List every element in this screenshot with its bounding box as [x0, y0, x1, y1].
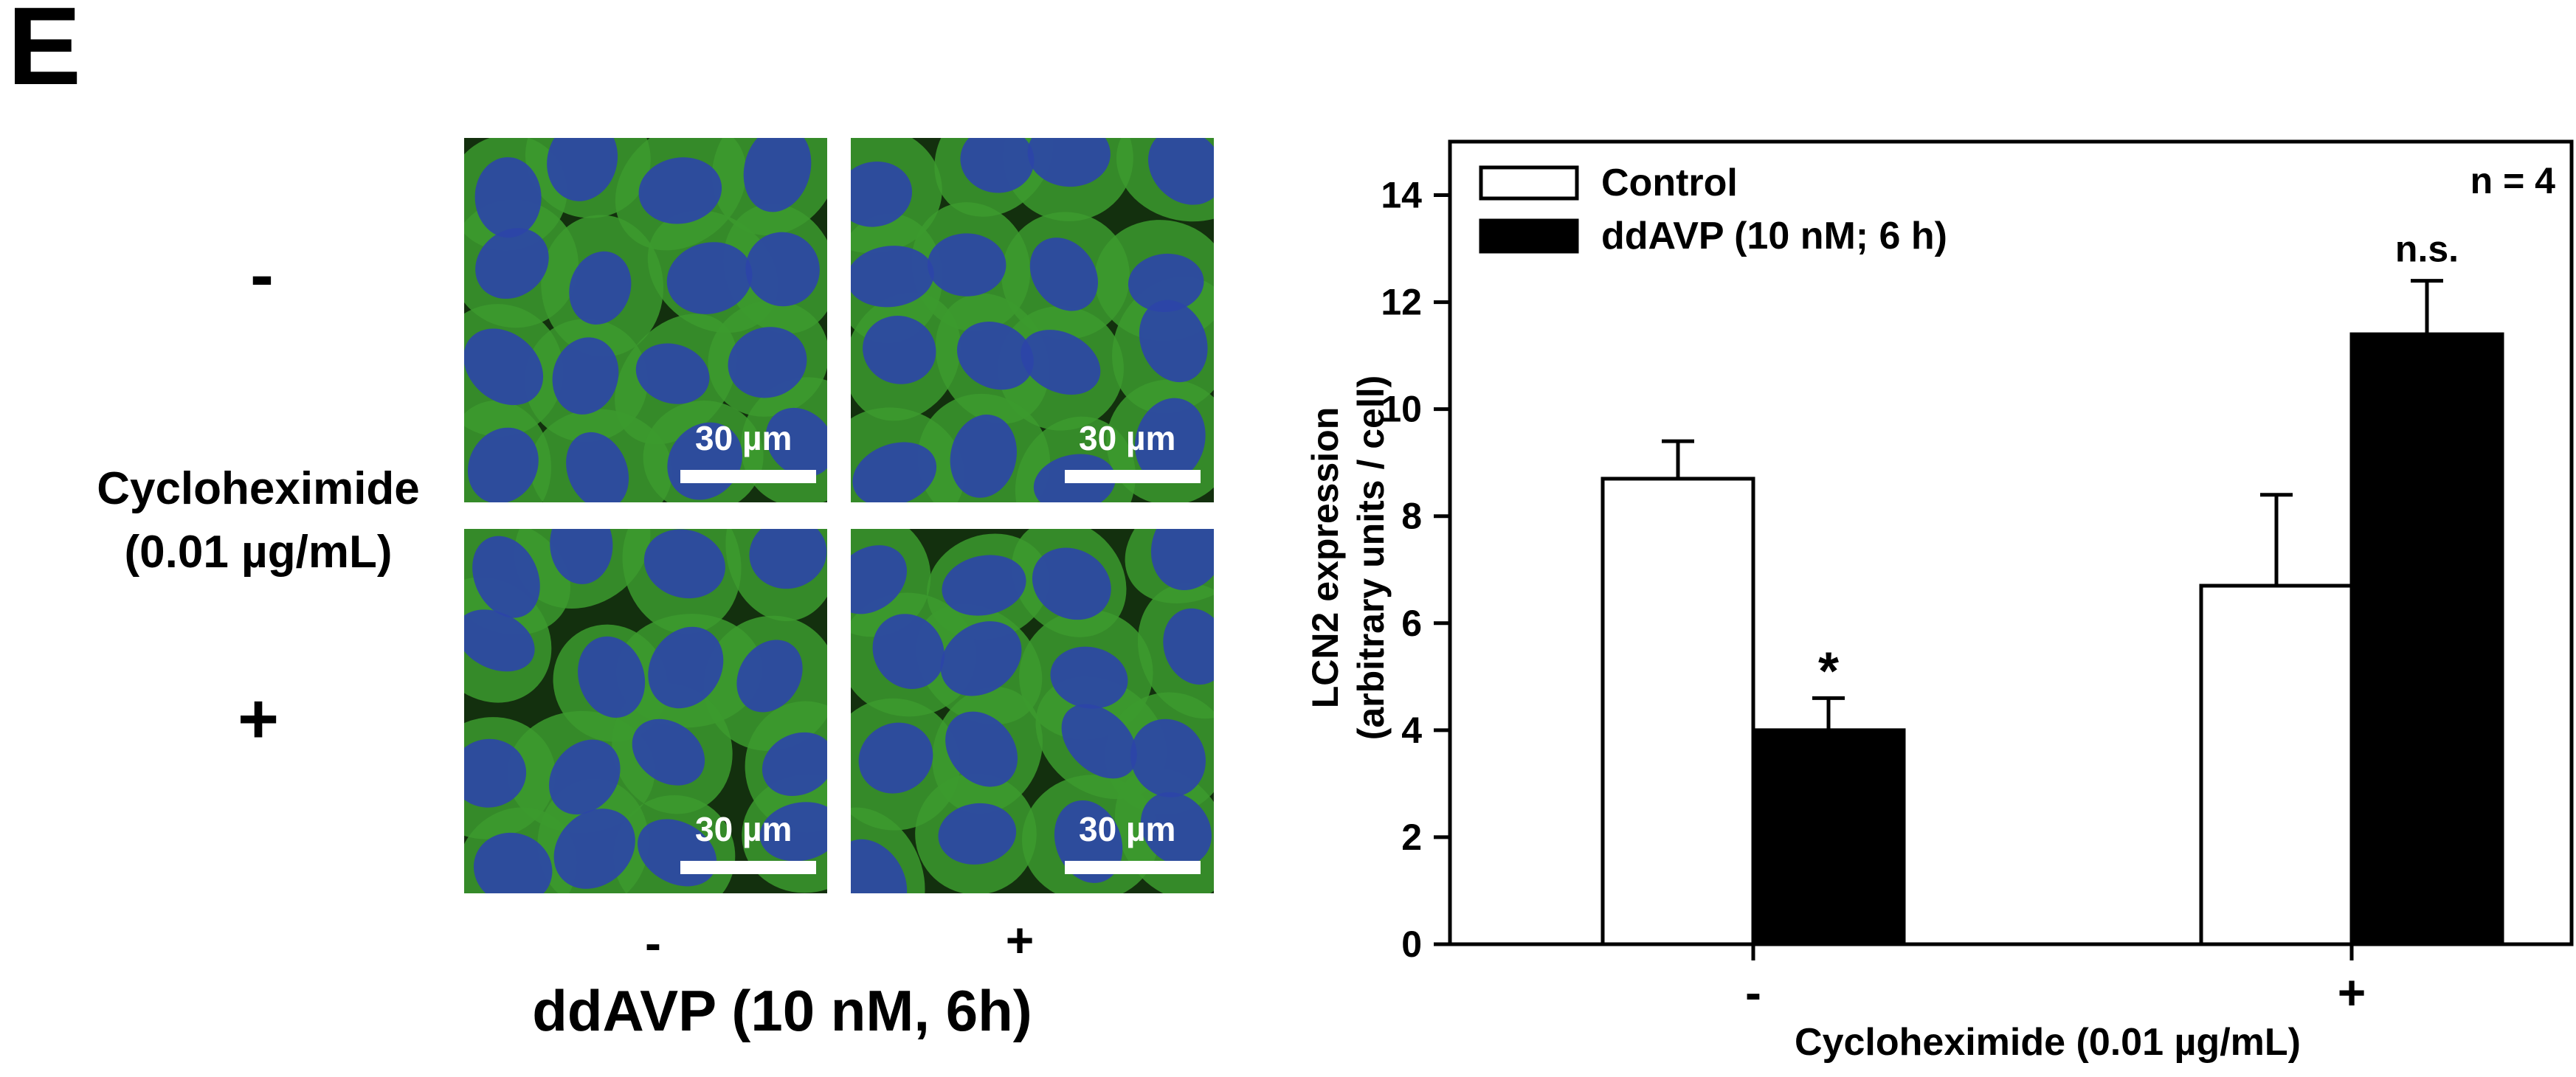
scale-bar — [1065, 470, 1201, 483]
legend-label: ddAVP (10 nM; 6 h) — [1601, 215, 1947, 257]
sample-size-annotation: n = 4 — [2470, 160, 2556, 201]
micrograph-ddavp-chx: 30 µm — [851, 529, 1214, 893]
y-tick-label: 12 — [1381, 282, 1422, 323]
bar-control-0 — [1600, 477, 1755, 946]
bar-ddavp-0 — [1751, 728, 1906, 946]
y-tick-label: 6 — [1401, 603, 1422, 644]
significance-label: n.s. — [2395, 229, 2459, 270]
y-tick-label: 14 — [1381, 175, 1422, 216]
row-axis-label: Cycloheximide (0.01 µg/mL) — [44, 457, 472, 583]
y-tick-label: 8 — [1401, 496, 1422, 537]
scale-bar — [680, 470, 816, 483]
y-tick-label: 0 — [1401, 924, 1422, 965]
y-tick-label: 10 — [1381, 389, 1422, 430]
micrograph-control-no-chx: 30 µm — [464, 138, 827, 502]
row-axis-label-line1: Cycloheximide — [97, 463, 420, 514]
row-axis-label-line2: (0.01 µg/mL) — [124, 526, 393, 578]
significance-label: * — [1818, 642, 1839, 701]
col-axis-label: ddAVP (10 nM, 6h) — [532, 978, 1032, 1043]
y-tick-label: 4 — [1401, 710, 1422, 751]
bar-ddavp-1 — [2349, 332, 2504, 946]
legend-swatch — [1479, 165, 1579, 201]
col-label-minus: - — [645, 915, 661, 970]
scale-bar-label: 30 µm — [695, 810, 793, 848]
row-label-plus: + — [237, 679, 280, 758]
y-tick-label: 2 — [1401, 817, 1422, 858]
y-axis-label-line1: LCN2 expression — [1305, 407, 1346, 708]
plot-frame — [1448, 139, 2574, 946]
bar-control-1 — [2199, 583, 2354, 946]
col-label-plus: + — [1005, 912, 1035, 967]
x-tick-label: + — [2338, 965, 2366, 1019]
x-tick-label: - — [1745, 965, 1761, 1019]
micrograph-ddavp-no-chx: 30 µm — [851, 138, 1214, 502]
scale-bar-label: 30 µm — [1079, 419, 1176, 457]
scale-bar — [1065, 861, 1201, 874]
row-label-minus: - — [250, 235, 274, 314]
x-axis-label: Cycloheximide (0.01 µg/mL) — [1795, 1021, 2301, 1064]
bar-chart: 0 2 4 6 8 10 12 14 LCN2 expression (arbitrary uni… — [1305, 139, 2574, 1064]
scale-bar — [680, 861, 816, 874]
scale-bar-label: 30 µm — [1079, 810, 1176, 848]
panel-letter: E — [7, 0, 82, 108]
legend-swatch — [1479, 218, 1579, 254]
scale-bar-label: 30 µm — [695, 419, 793, 457]
y-axis-label-line2: (arbitrary units / cell) — [1350, 375, 1392, 741]
legend-label: Control — [1601, 162, 1738, 204]
micrograph-control-chx: 30 µm — [464, 529, 827, 893]
